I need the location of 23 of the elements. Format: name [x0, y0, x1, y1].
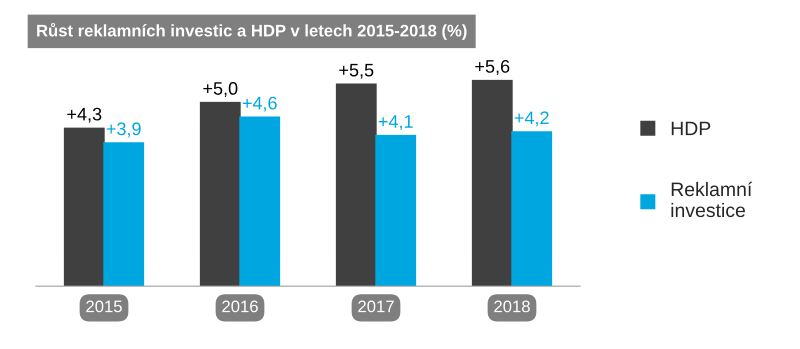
data-label: +4,2: [514, 111, 549, 126]
x-tick-label: 2016: [222, 300, 258, 312]
bar: [511, 131, 552, 286]
x-tick-label: 2018: [494, 300, 530, 312]
bar: [336, 83, 377, 286]
bar: [375, 134, 416, 286]
chart-title: Růst reklamních investic a HDP v letech 2015-2018 (%): [37, 22, 467, 40]
x-tick-label: 2017: [358, 300, 394, 312]
legend-label: Reklamní investice: [671, 182, 752, 218]
bar: [239, 116, 280, 286]
legend-label: HDP: [672, 122, 710, 136]
data-label: +4,6: [242, 96, 277, 112]
bar: [103, 142, 144, 286]
bar: [64, 128, 105, 286]
x-tick-label: 2015: [86, 300, 122, 312]
bar: [472, 80, 513, 286]
data-label: +5,6: [475, 60, 510, 75]
data-label: +5,5: [339, 64, 374, 79]
data-label: +4,3: [67, 108, 102, 123]
data-label: +5,0: [203, 82, 238, 97]
data-label: +4,1: [378, 115, 413, 130]
data-label: +3,9: [106, 122, 141, 138]
bar: [200, 102, 241, 286]
